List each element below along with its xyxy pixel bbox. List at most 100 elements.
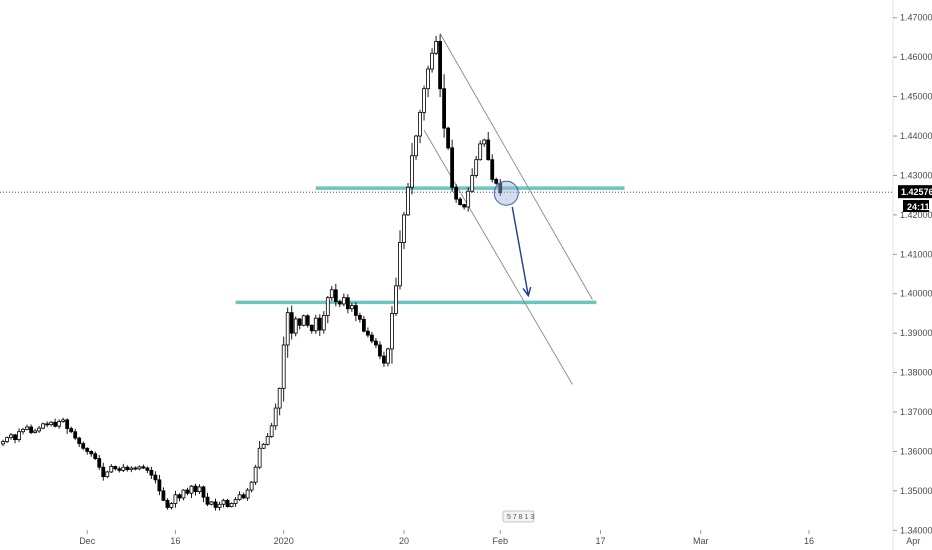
- candle-down: [213, 501, 218, 508]
- x-tick-label: 17: [595, 536, 605, 546]
- candle-up: [398, 242, 402, 287]
- countdown-tag-bg: [903, 200, 929, 212]
- y-tick-label: 1.40000: [900, 289, 932, 299]
- candle-down: [317, 317, 322, 331]
- candle-down: [289, 312, 294, 334]
- candle-up: [386, 348, 390, 364]
- candle-up: [189, 485, 194, 494]
- events-badge-text: 5 7 8 1 3: [507, 514, 534, 521]
- candle-up: [341, 297, 346, 305]
- candle-up: [285, 312, 290, 346]
- price-axis[interactable]: 1.47000 1.46000 1.45000 1.44000 1.43000 1.420…: [893, 13, 932, 536]
- channel-line[interactable]: [439, 33, 593, 300]
- candle-down: [458, 198, 463, 206]
- candle-down: [333, 289, 338, 303]
- events-badge-box: [502, 510, 535, 523]
- x-tick-label: Feb: [492, 536, 508, 546]
- candle-down: [125, 466, 130, 470]
- candle-up: [121, 466, 126, 471]
- candle-down: [97, 458, 102, 468]
- candle-up: [1, 441, 5, 445]
- y-tick-label: 1.43000: [900, 170, 932, 180]
- candle-up: [221, 499, 226, 505]
- candle-up: [9, 434, 13, 439]
- y-tick-label: 1.34000: [900, 525, 932, 535]
- drawings-front[interactable]: [493, 180, 532, 298]
- events-badge[interactable]: 5 7 8 1 3: [502, 510, 535, 523]
- candle-down: [145, 467, 150, 471]
- candle-down: [77, 437, 82, 444]
- candle-up: [137, 466, 142, 470]
- candle-up: [21, 428, 25, 433]
- candle-up: [293, 318, 298, 334]
- candle-up: [49, 421, 54, 426]
- candle-down: [337, 301, 342, 305]
- candle-up: [402, 214, 406, 243]
- candle-down: [89, 451, 94, 455]
- candle-up: [418, 111, 422, 137]
- candle-down: [117, 468, 122, 471]
- current-price-tag: 1.42576 24:11: [898, 185, 932, 212]
- candle-up: [277, 387, 282, 409]
- candle-down: [69, 428, 74, 433]
- highlight-circle[interactable]: [493, 180, 519, 206]
- candle-down: [185, 489, 190, 494]
- candle-down: [490, 159, 495, 180]
- candle-down: [297, 318, 302, 326]
- candle-up: [17, 431, 21, 441]
- x-tick-label: 2020: [274, 536, 294, 546]
- x-tick-label: Mar: [693, 536, 709, 546]
- candle-down: [65, 419, 70, 429]
- candle-down: [149, 469, 154, 476]
- candle-down: [450, 147, 455, 188]
- candle-up: [321, 315, 326, 331]
- candle-down: [494, 178, 499, 184]
- candle-down: [45, 423, 50, 426]
- candle-up: [301, 315, 306, 326]
- y-tick-label: 1.44000: [900, 131, 932, 141]
- projection-arrow-head: [522, 286, 532, 298]
- time-axis[interactable]: Dec16202020Feb17Mar16Apr15May18Jun15Jul2…: [79, 530, 932, 546]
- candle-down: [353, 305, 358, 316]
- candle-down: [101, 466, 106, 478]
- x-tick-label: 16: [804, 536, 814, 546]
- candle-up: [257, 447, 262, 468]
- candle-up: [325, 297, 330, 316]
- candle-up: [478, 143, 483, 161]
- candle-up: [265, 436, 270, 445]
- candle-up: [197, 486, 202, 493]
- candle-up: [422, 88, 426, 113]
- candle-down: [442, 88, 447, 129]
- candle-down: [165, 499, 170, 508]
- x-tick-label: Dec: [79, 536, 96, 546]
- projection-arrow[interactable]: [511, 206, 529, 296]
- candle-down: [378, 344, 382, 357]
- candle-down: [29, 426, 33, 433]
- y-tick-label: 1.36000: [900, 446, 932, 456]
- candle-up: [5, 437, 9, 442]
- candle-down: [85, 447, 90, 452]
- candle-up: [470, 175, 475, 192]
- candle-down: [113, 466, 118, 470]
- candle-down: [366, 330, 370, 336]
- y-tick-label: 1.41000: [900, 249, 932, 259]
- candle-down: [486, 139, 491, 161]
- x-tick-label: 16: [170, 536, 180, 546]
- candle-up: [430, 52, 434, 70]
- candle-up: [414, 135, 418, 157]
- drawings-back[interactable]: [0, 33, 893, 385]
- candle-up: [173, 494, 178, 504]
- candle-down: [153, 474, 158, 481]
- candle-down: [161, 490, 166, 501]
- candle-down: [201, 486, 206, 498]
- candle-up: [349, 305, 354, 310]
- y-tick-label: 1.45000: [900, 92, 932, 102]
- candle-up: [329, 289, 334, 299]
- candle-up: [394, 285, 398, 314]
- y-tick-label: 1.37000: [900, 407, 932, 417]
- candle-up: [434, 40, 438, 54]
- candle-up: [281, 344, 286, 389]
- channel-line[interactable]: [423, 129, 573, 385]
